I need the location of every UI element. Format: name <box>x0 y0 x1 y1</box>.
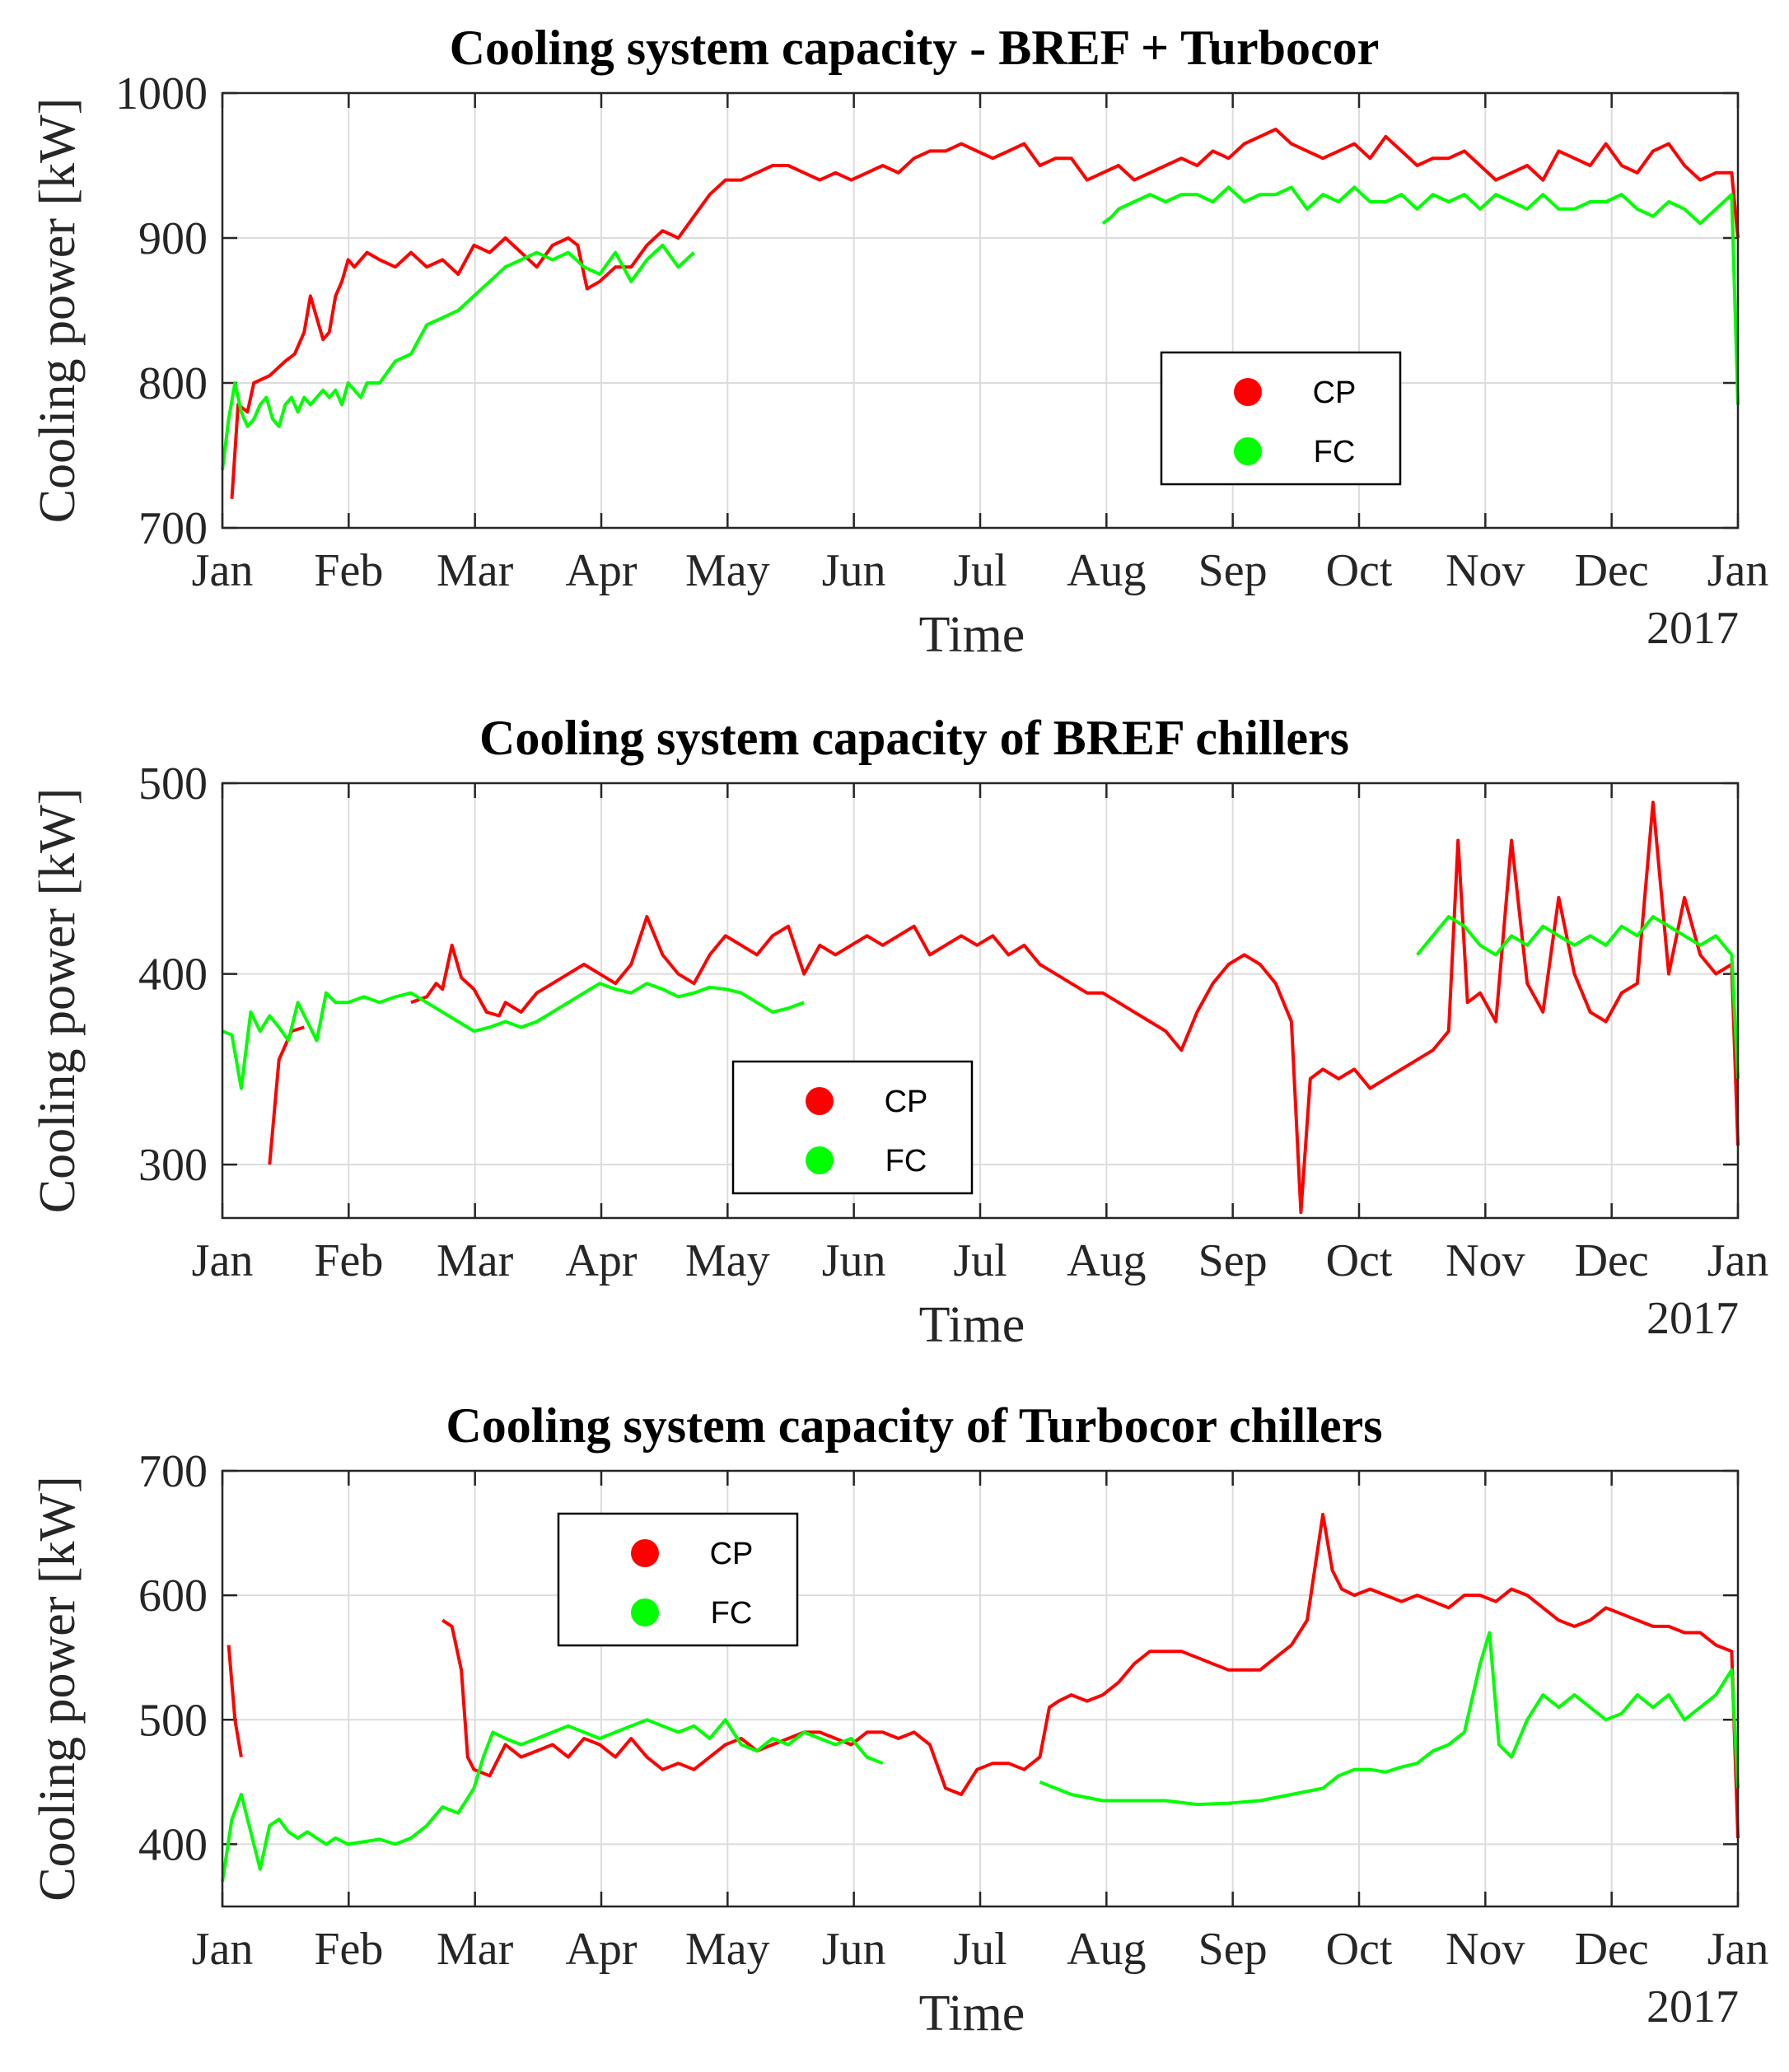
series-line-cp <box>410 800 1740 1215</box>
legend-label-fc: FC <box>711 1596 753 1631</box>
legend-marker-cp <box>806 1087 834 1115</box>
x-axis-label: Time <box>919 1297 1025 1353</box>
x-tick-label: Oct <box>1326 1235 1393 1286</box>
legend-marker-cp <box>631 1539 659 1567</box>
legend-marker-fc <box>806 1146 834 1174</box>
series-line-fc <box>221 243 695 470</box>
series-line-fc <box>1416 915 1740 1080</box>
y-axis-label: Cooling power [kW] <box>30 98 86 524</box>
y-tick-label: 1000 <box>115 68 208 119</box>
series-line-fc <box>1101 185 1740 405</box>
x-tick-label: Jan <box>1707 1235 1769 1286</box>
x-tick-label: Nov <box>1446 1924 1525 1975</box>
legend-marker-fc <box>631 1598 659 1626</box>
legend-marker-cp <box>1234 378 1262 406</box>
chart-title: Cooling system capacity of BREF chillers <box>479 711 1349 765</box>
x-tick-label: Aug <box>1067 545 1146 596</box>
x-tick-label: Mar <box>437 1235 514 1286</box>
x-tick-label: Apr <box>565 1235 637 1286</box>
x-tick-label: Dec <box>1575 1924 1649 1975</box>
legend-label-fc: FC <box>885 1144 927 1178</box>
x-tick-label: Sep <box>1198 545 1268 596</box>
x-tick-label: Mar <box>437 545 514 596</box>
x-tick-label: Feb <box>314 1235 383 1286</box>
legend-box <box>1160 351 1402 486</box>
x-tick-label: Oct <box>1326 1924 1393 1975</box>
series-line-fc <box>1039 1631 1740 1807</box>
year-label: 2017 <box>1647 1981 1739 2032</box>
x-tick-label: May <box>685 1924 770 1975</box>
legend-marker-fc <box>1234 437 1262 465</box>
axes-frame <box>221 782 1740 1220</box>
x-tick-label: May <box>685 1235 770 1286</box>
legend: CP FC <box>731 1060 974 1195</box>
y-tick-label: 500 <box>138 1695 208 1746</box>
y-tick-label: 700 <box>138 503 208 554</box>
legend: CP FC <box>557 1512 799 1647</box>
y-tick-label: 900 <box>138 213 208 264</box>
x-tick-label: Apr <box>565 545 637 596</box>
x-tick-label: May <box>685 545 770 596</box>
y-tick-label: 400 <box>138 1819 208 1870</box>
chart-title: Cooling system capacity - BREF + Turboco… <box>450 21 1380 75</box>
legend-label-cp: CP <box>1313 376 1357 410</box>
series-line-cp <box>227 1645 243 1757</box>
x-tick-label: Feb <box>314 545 383 596</box>
legend-label-cp: CP <box>885 1085 928 1119</box>
y-tick-label: 700 <box>138 1446 208 1497</box>
axes-frame <box>221 1469 1740 1908</box>
axes-frame <box>221 91 1740 530</box>
series-line-fc <box>222 982 805 1090</box>
legend: CP FC <box>1160 351 1402 486</box>
chart-title: Cooling system capacity of Turbocor chil… <box>446 1398 1382 1453</box>
legend-box <box>731 1060 974 1195</box>
x-tick-label: Dec <box>1575 1235 1649 1286</box>
y-tick-label: 800 <box>138 358 208 409</box>
year-label: 2017 <box>1647 1293 1739 1344</box>
chart-panel-3: Jan Feb Mar Apr May Jun Jul Aug Sep Oct Nov Dec Jan 4… <box>30 1398 1768 2042</box>
x-tick-label: Aug <box>1067 1924 1146 1975</box>
x-tick-label: Aug <box>1067 1235 1146 1286</box>
x-tick-label: Oct <box>1326 545 1393 596</box>
x-axis-label: Time <box>919 607 1025 663</box>
legend-label-cp: CP <box>710 1537 754 1571</box>
series-line-cp <box>268 1025 305 1165</box>
x-tick-label: Jun <box>822 1235 886 1286</box>
year-label: 2017 <box>1647 603 1739 654</box>
series-line-cp <box>441 1512 1740 1838</box>
x-tick-label: Sep <box>1198 1235 1268 1286</box>
x-tick-label: Nov <box>1446 1235 1525 1286</box>
x-tick-label: Jan <box>192 1924 254 1975</box>
x-tick-label: Jul <box>953 545 1007 596</box>
legend-label-fc: FC <box>1314 435 1356 469</box>
chart-panel-1: Jan Feb Mar Apr May Jun Jul Aug Sep Oct Nov Dec Jan7… <box>30 21 1768 663</box>
x-axis-label: Time <box>919 1986 1025 2042</box>
chart-panel-2: Jan Feb Mar Apr May Jun Jul Aug Sep Oct Nov Dec Jan 3… <box>30 711 1768 1353</box>
y-axis-label: Cooling power [kW] <box>30 788 86 1214</box>
y-tick-label: 400 <box>138 950 208 1001</box>
y-tick-label: 500 <box>138 758 208 810</box>
x-tick-label: Jan <box>192 545 254 596</box>
legend-box <box>557 1512 799 1647</box>
x-tick-label: Dec <box>1575 545 1649 596</box>
x-tick-label: Jun <box>822 1924 886 1975</box>
x-tick-label: Sep <box>1198 1924 1268 1975</box>
y-tick-label: 300 <box>138 1140 208 1191</box>
y-axis-label: Cooling power [kW] <box>30 1476 86 1902</box>
x-tick-label: Apr <box>565 1924 637 1975</box>
x-tick-label: Jan <box>192 1235 254 1286</box>
series-line-fc <box>221 1718 884 1883</box>
x-tick-label: Jul <box>953 1235 1007 1286</box>
x-tick-label: Jun <box>822 545 886 596</box>
x-tick-label: Mar <box>437 1924 514 1975</box>
x-tick-label: Jan <box>1707 545 1769 596</box>
series-line-cp <box>230 128 1740 499</box>
x-tick-label: Jan <box>1707 1924 1769 1975</box>
x-tick-label: Feb <box>314 1924 383 1975</box>
x-tick-label: Nov <box>1446 545 1525 596</box>
y-tick-label: 600 <box>138 1570 208 1622</box>
x-tick-label: Jul <box>953 1924 1007 1975</box>
